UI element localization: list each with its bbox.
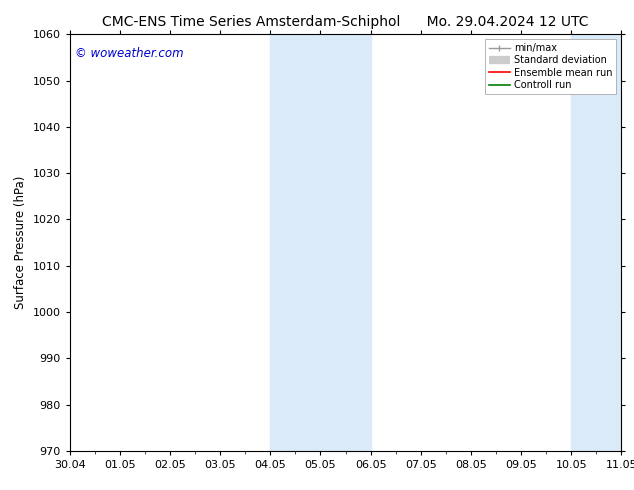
Y-axis label: Surface Pressure (hPa): Surface Pressure (hPa)	[14, 176, 27, 309]
Bar	[571, 34, 634, 451]
Text: © woweather.com: © woweather.com	[75, 47, 184, 60]
Bar	[270, 34, 371, 451]
Title: CMC-ENS Time Series Amsterdam-Schiphol      Mo. 29.04.2024 12 UTC: CMC-ENS Time Series Amsterdam-Schiphol M…	[102, 15, 589, 29]
Legend: min/max, Standard deviation, Ensemble mean run, Controll run: min/max, Standard deviation, Ensemble me…	[485, 39, 616, 94]
